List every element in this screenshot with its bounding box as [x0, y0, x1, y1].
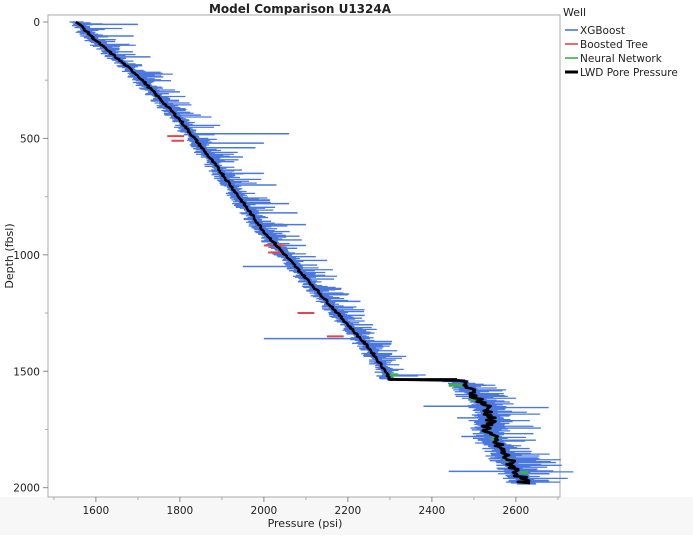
- series-layer: [69, 20, 574, 485]
- x-axis-label: Pressure (psi): [268, 517, 343, 530]
- axes: 1600 1800 2000 2200 2400 2600 0 500 1000 1500 2000: [13, 17, 559, 517]
- lwd-pore-pressure-line: [75, 20, 531, 485]
- legend-label: LWD Pore Pressure: [580, 67, 678, 79]
- x-tick-label: 1600: [83, 505, 110, 517]
- x-tick-label: 2400: [419, 505, 446, 517]
- plot-frame: [47, 14, 561, 498]
- y-tick-label: 500: [20, 133, 40, 145]
- x-tick-label: 2000: [251, 505, 278, 517]
- x-tick-label: 2600: [503, 505, 530, 517]
- legend-label: Boosted Tree: [580, 39, 648, 51]
- bottom-band: [0, 497, 693, 535]
- chart-title: Model Comparison U1324A: [209, 2, 392, 16]
- x-tick-label: 2200: [335, 505, 362, 517]
- y-tick-label: 1000: [13, 250, 40, 262]
- y-tick-label: 2000: [13, 483, 40, 495]
- legend-title: Well: [563, 6, 586, 19]
- y-axis-label: Depth (fbsl): [3, 223, 16, 288]
- legend-label: Neural Network: [580, 53, 663, 65]
- y-tick-label: 0: [33, 17, 40, 29]
- y-tick-label: 1500: [13, 366, 40, 378]
- legend-label: XGBoost: [580, 25, 625, 37]
- legend: Well XGBoost Boosted Tree Neural Network LW…: [563, 6, 678, 79]
- x-tick-label: 1800: [167, 505, 194, 517]
